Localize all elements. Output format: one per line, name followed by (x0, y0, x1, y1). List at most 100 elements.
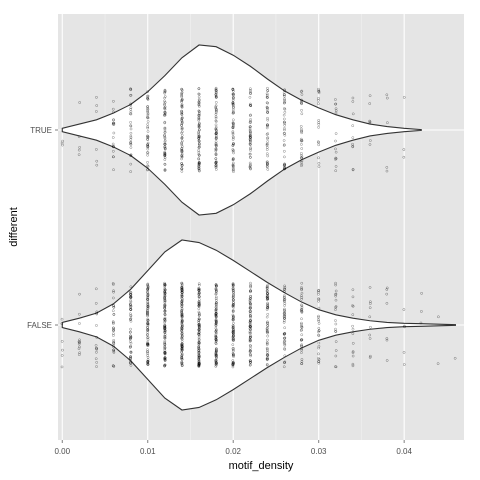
jitter-point (129, 296, 132, 299)
jitter-point (163, 140, 167, 144)
jitter-point (266, 301, 269, 305)
jitter-point (163, 151, 167, 155)
jitter-point (129, 361, 132, 365)
jitter-point (248, 306, 252, 309)
jitter-point (129, 327, 132, 331)
jitter-point (214, 321, 218, 324)
jitter-point (214, 157, 218, 160)
jitter-point (197, 288, 201, 292)
jitter-point (146, 360, 150, 364)
jitter-point (231, 283, 235, 287)
jitter-point (266, 162, 269, 166)
jitter-point (214, 147, 218, 151)
jitter-point (146, 305, 150, 309)
jitter-point (231, 349, 235, 353)
jitter-point (95, 104, 99, 107)
jitter-point (129, 305, 133, 308)
jitter-point (163, 290, 167, 294)
jitter-point (128, 340, 132, 343)
jitter-point (180, 150, 184, 153)
jitter-point (197, 331, 201, 335)
jitter-point (163, 134, 166, 138)
jitter-point (248, 121, 252, 124)
jitter-point (112, 348, 116, 352)
jitter-point (214, 161, 218, 165)
jitter-point (146, 110, 150, 114)
jitter-point (112, 118, 115, 122)
jitter-point (146, 310, 150, 314)
jitter-point (163, 351, 167, 354)
jitter-point (180, 309, 184, 312)
jitter-point (146, 143, 150, 147)
jitter-point (214, 116, 218, 120)
jitter-point (214, 360, 218, 364)
jitter-point (265, 146, 269, 149)
jitter-point (197, 319, 201, 323)
jitter-point (129, 296, 133, 299)
jitter-point (180, 315, 184, 318)
jitter-point (282, 167, 286, 171)
jitter-point (60, 354, 64, 357)
jitter-point (129, 108, 133, 111)
jitter-point (334, 109, 338, 113)
jitter-point (197, 124, 201, 127)
jitter-point (248, 338, 252, 342)
jitter-point (249, 309, 252, 313)
jitter-point (215, 354, 218, 358)
jitter-point (300, 153, 303, 157)
jitter-point (249, 121, 252, 124)
jitter-point (214, 90, 218, 94)
jitter-point (197, 288, 201, 292)
jitter-point (334, 289, 338, 293)
jitter-point (299, 90, 303, 94)
jitter-point (249, 290, 252, 294)
jitter-point (215, 284, 218, 287)
jitter-point (163, 349, 167, 352)
jitter-point (197, 319, 201, 322)
jitter-point (180, 288, 184, 291)
jitter-point (180, 95, 184, 99)
jitter-point (146, 145, 150, 148)
jitter-point (163, 89, 167, 93)
jitter-point (112, 329, 115, 332)
jitter-point (180, 291, 184, 294)
jitter-point (299, 338, 303, 342)
jitter-point (266, 110, 269, 114)
jitter-point (334, 165, 338, 168)
jitter-point (249, 331, 253, 335)
jitter-point (368, 143, 372, 146)
jitter-point (368, 120, 372, 124)
jitter-point (232, 302, 235, 306)
jitter-point (215, 108, 218, 111)
jitter-point (231, 88, 235, 92)
jitter-point (283, 339, 287, 343)
jitter-point (146, 322, 150, 325)
jitter-point (266, 357, 269, 361)
jitter-point (420, 310, 423, 313)
jitter-point (215, 130, 218, 134)
jitter-point (248, 349, 252, 353)
jitter-point (215, 307, 218, 311)
jitter-point (163, 142, 167, 146)
jitter-point (300, 156, 303, 160)
jitter-point (249, 306, 252, 310)
jitter-point (180, 326, 184, 330)
jitter-point (232, 151, 235, 155)
jitter-point (163, 331, 167, 334)
jitter-point (146, 300, 149, 304)
jitter-point (214, 157, 218, 161)
jitter-point (231, 363, 235, 366)
jitter-point (163, 110, 166, 114)
jitter-point (180, 356, 184, 360)
jitter-point (231, 103, 235, 107)
jitter-point (198, 161, 201, 165)
jitter-point (197, 128, 201, 132)
jitter-point (197, 103, 201, 106)
jitter-point (214, 352, 218, 356)
jitter-point (129, 124, 133, 128)
jitter-point (283, 167, 287, 170)
jitter-point (231, 126, 235, 130)
jitter-point (129, 292, 132, 296)
jitter-point (214, 95, 218, 99)
jitter-point (300, 164, 303, 168)
